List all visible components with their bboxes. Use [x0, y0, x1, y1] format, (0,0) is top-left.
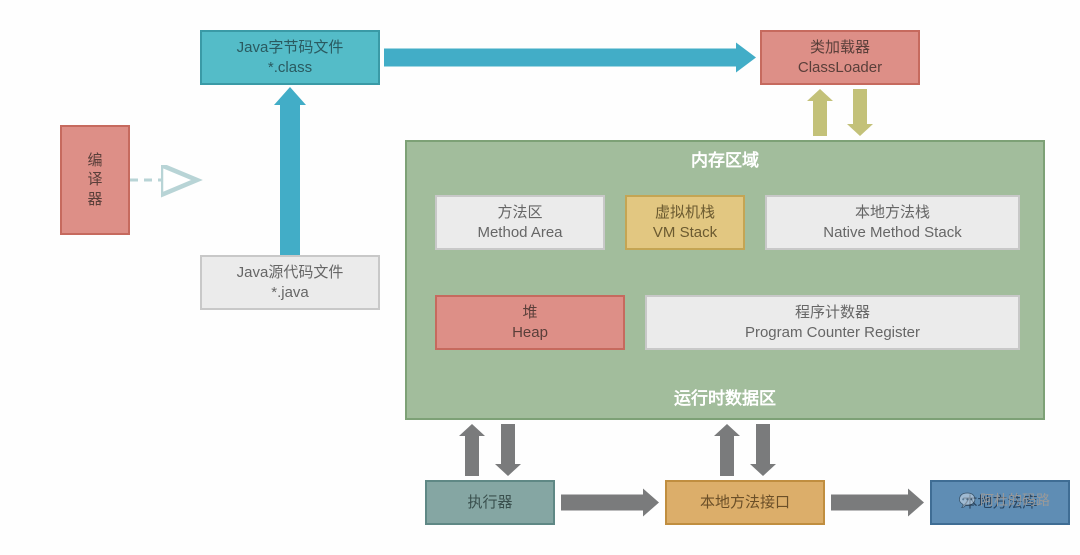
vmstack-line2: VM Stack	[653, 223, 717, 243]
vmstack-line1: 虚拟机栈	[655, 203, 715, 223]
classloader-line2: ClassLoader	[798, 58, 882, 78]
node-bytecode: Java字节码文件 *.class	[200, 30, 380, 85]
node-compiler: 编 译 器	[60, 125, 130, 235]
nstack-line1: 本地方法栈	[855, 203, 930, 223]
node-native-stack: 本地方法栈 Native Method Stack	[765, 195, 1020, 250]
exec-line1: 执行器	[467, 493, 512, 513]
nif-line1: 本地方法接口	[700, 493, 790, 513]
node-source: Java源代码文件 *.java	[200, 255, 380, 310]
method-line2: Method Area	[477, 223, 562, 243]
classloader-line1: 类加载器	[810, 38, 870, 58]
watermark: 💬阿杜的码路	[959, 490, 1050, 510]
watermark-text: 阿杜的码路	[980, 492, 1050, 508]
source-line1: Java源代码文件	[237, 263, 344, 283]
node-pc-register: 程序计数器 Program Counter Register	[645, 295, 1020, 350]
node-executor: 执行器	[425, 480, 555, 525]
nstack-line2: Native Method Stack	[823, 223, 961, 243]
memory-title-top: 内存区域	[407, 150, 1043, 172]
heap-line1: 堆	[522, 303, 537, 323]
node-native-interface: 本地方法接口	[665, 480, 825, 525]
source-line2: *.java	[271, 283, 309, 303]
node-classloader: 类加载器 ClassLoader	[760, 30, 920, 85]
node-heap: 堆 Heap	[435, 295, 625, 350]
node-method-area: 方法区 Method Area	[435, 195, 605, 250]
bytecode-line1: Java字节码文件	[237, 38, 344, 58]
memory-title-bottom: 运行时数据区	[407, 388, 1043, 410]
node-memory-region: 内存区域 运行时数据区	[405, 140, 1045, 420]
pc-line1: 程序计数器	[795, 303, 870, 323]
pc-line2: Program Counter Register	[745, 323, 920, 343]
compiler-line2: 译	[87, 170, 102, 190]
heap-line2: Heap	[512, 323, 548, 343]
compiler-line3: 器	[87, 190, 102, 210]
compiler-line1: 编	[87, 151, 102, 171]
method-line1: 方法区	[497, 203, 542, 223]
bytecode-line2: *.class	[268, 58, 312, 78]
node-vm-stack: 虚拟机栈 VM Stack	[625, 195, 745, 250]
